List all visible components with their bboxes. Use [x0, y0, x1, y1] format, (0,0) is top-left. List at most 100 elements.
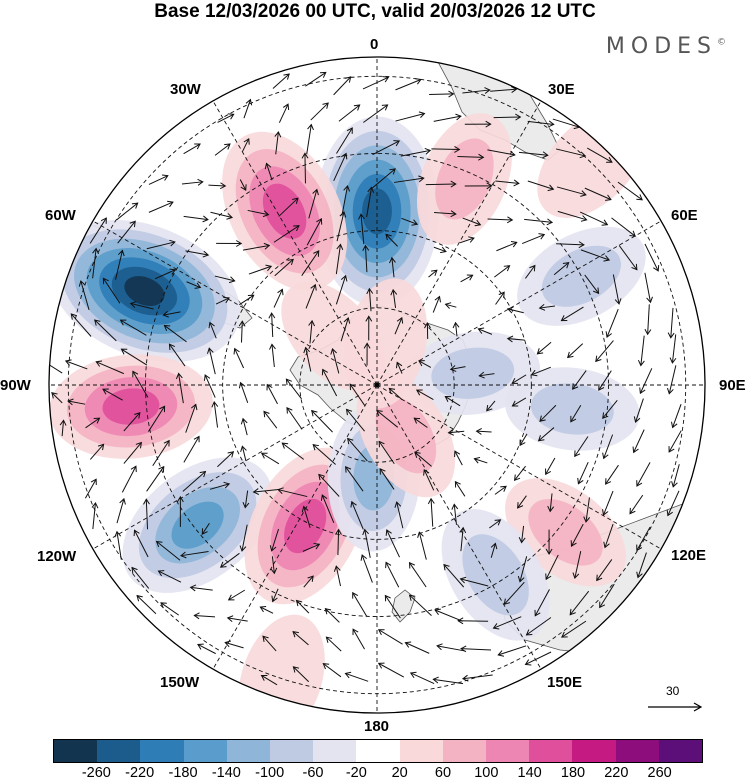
wind-arrow	[274, 130, 282, 155]
colorbar-tick-label: 100	[474, 765, 499, 781]
colorbar	[53, 739, 703, 763]
wind-arrow	[186, 281, 202, 289]
wind-arrow	[305, 71, 327, 87]
wind-arrow	[260, 674, 278, 686]
positive-anomaly-center	[49, 354, 213, 459]
wind-arrow	[447, 428, 465, 436]
wind-arrow	[513, 465, 526, 482]
longitude-label-90e: 90E	[719, 377, 746, 394]
wind-arrow	[175, 372, 184, 404]
wind-arrow	[242, 242, 271, 251]
wind-arrow	[240, 445, 247, 461]
wind-arrow	[292, 631, 309, 646]
map-disc	[49, 57, 705, 713]
wind-arrow	[605, 309, 619, 338]
wind-arrow	[273, 225, 300, 243]
wind-arrow	[538, 304, 556, 311]
wind-arrow	[360, 554, 373, 583]
wind-arrow	[310, 102, 329, 121]
wind-arrow	[497, 645, 527, 657]
negative-anomaly-center	[405, 331, 541, 415]
wind-arrow	[555, 148, 587, 159]
wind-arrow	[629, 494, 644, 515]
wind-arrow	[210, 211, 234, 220]
wind-arrow	[363, 104, 389, 123]
wind-arrow	[408, 561, 427, 588]
wind-arrow	[206, 347, 216, 375]
meridian-line	[212, 384, 378, 670]
colorbar-tick-label: 60	[434, 765, 452, 781]
wind-arrow	[168, 343, 186, 367]
wind-arrow	[131, 566, 150, 589]
colorbar-swatch	[615, 740, 659, 762]
wind-arrow	[85, 417, 101, 429]
wind-arrow	[102, 388, 123, 401]
wind-arrow	[239, 524, 248, 552]
wind-arrow	[102, 277, 121, 304]
wind-arrow	[452, 321, 460, 337]
wind-arrow	[384, 594, 401, 619]
wind-arrow	[285, 378, 302, 400]
wind-arrow	[157, 570, 182, 583]
polar-map	[48, 56, 706, 714]
wind-arrow	[577, 462, 589, 485]
wind-arrow	[208, 321, 217, 339]
wind-arrow	[431, 145, 461, 153]
wind-arrow	[612, 274, 622, 305]
wind-arrow	[527, 180, 555, 192]
wind-arrow	[460, 645, 492, 653]
wind-arrow	[248, 264, 273, 275]
wind-arrow	[388, 387, 403, 401]
wind-arrow	[487, 216, 514, 224]
colorbar-tick-label: 260	[647, 765, 672, 781]
wind-arrow	[462, 87, 491, 94]
wind-arrow	[519, 433, 528, 447]
vector-scale-value: 30	[666, 684, 680, 698]
wind-arrow	[525, 264, 536, 279]
wind-arrow	[400, 147, 432, 157]
wind-arrow	[385, 233, 398, 247]
colorbar-tick-label: -60	[302, 765, 324, 781]
wind-arrow	[259, 606, 274, 614]
wind-arrow	[163, 324, 187, 343]
wind-arrow	[385, 561, 400, 588]
wind-arrow	[270, 556, 278, 575]
wind-arrow	[91, 501, 99, 530]
wind-arrow	[347, 437, 368, 462]
wind-arrow	[459, 236, 475, 244]
wind-arrow	[522, 233, 546, 244]
longitude-label-120w: 120W	[37, 548, 77, 565]
wind-arrow	[602, 399, 618, 419]
wind-arrow	[636, 462, 651, 487]
wind-arrow	[547, 493, 555, 513]
wind-arrow	[489, 519, 502, 529]
wind-arrow	[584, 274, 600, 295]
longitude-label-60e: 60E	[671, 207, 698, 224]
wind-arrow	[129, 301, 154, 310]
wind-arrow	[185, 403, 198, 433]
longitude-label-60w: 60W	[45, 207, 76, 224]
wind-arrow	[464, 182, 493, 190]
wind-arrow	[273, 288, 284, 308]
colorbar-swatch	[442, 740, 487, 762]
wind-arrow	[211, 400, 219, 428]
wind-arrow	[583, 497, 591, 523]
wind-arrow	[341, 184, 351, 216]
wind-arrow	[394, 316, 404, 335]
wind-arrow	[176, 495, 184, 527]
wind-arrow	[182, 470, 207, 492]
wind-arrow	[433, 113, 462, 122]
anomaly-contour-level	[541, 245, 621, 307]
wind-arrow	[444, 302, 457, 309]
wind-arrow	[84, 478, 97, 499]
wind-arrow	[160, 602, 180, 616]
wind-arrow	[605, 464, 619, 485]
wind-arrow	[434, 608, 464, 622]
wind-arrow	[303, 346, 312, 372]
wind-arrow	[183, 435, 200, 463]
wind-arrow	[336, 210, 347, 242]
wind-arrow	[117, 220, 136, 244]
wind-arrow	[462, 217, 482, 227]
modes-logo: MODES©	[606, 34, 726, 59]
wind-arrow	[209, 481, 231, 490]
